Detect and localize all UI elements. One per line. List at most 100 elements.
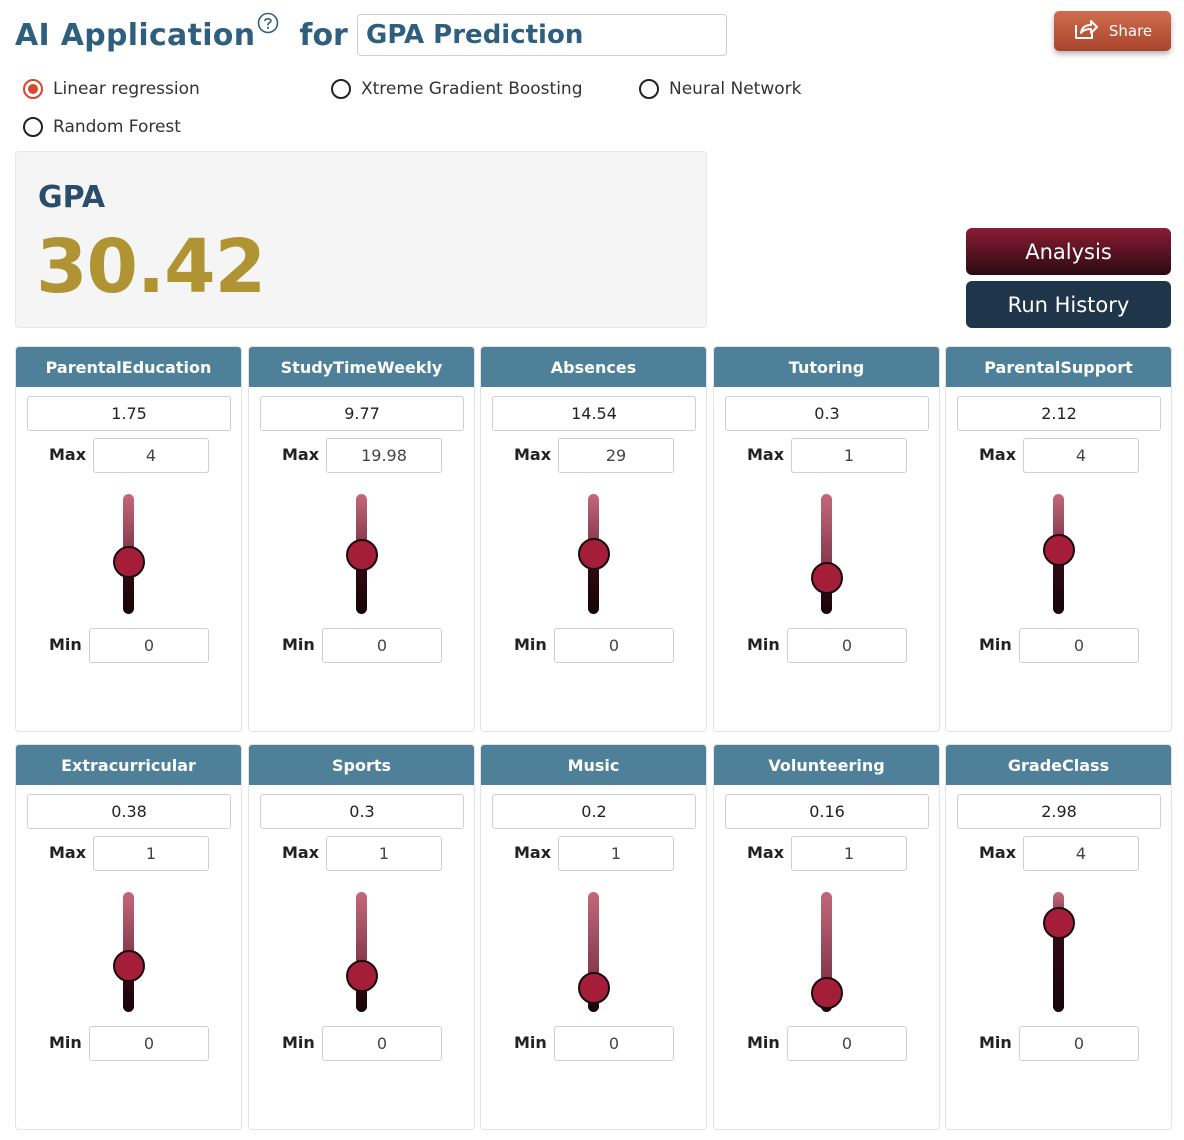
max-label: Max	[49, 843, 87, 862]
feature-slider-thumb[interactable]	[346, 539, 378, 572]
feature-name: GradeClass	[946, 745, 1171, 785]
feature-card: Tutoring 0.3 Max 1 Min 0	[713, 346, 940, 732]
feature-card: Absences 14.54 Max 29 Min 0	[480, 346, 707, 732]
min-input[interactable]: 0	[1019, 1026, 1139, 1061]
feature-slider-thumb[interactable]	[113, 950, 145, 983]
feature-value-input[interactable]: 9.77	[260, 396, 464, 431]
result-label: GPA	[38, 180, 106, 215]
feature-name: Tutoring	[714, 347, 939, 387]
max-input[interactable]: 4	[1023, 836, 1139, 871]
feature-name: Sports	[249, 745, 474, 785]
run-history-button[interactable]: Run History	[966, 281, 1171, 328]
for-label: for	[299, 17, 348, 53]
radio-label: Xtreme Gradient Boosting	[361, 79, 583, 99]
feature-card: Music 0.2 Max 1 Min 0	[480, 744, 707, 1130]
feature-card: ParentalSupport 2.12 Max 4 Min 0	[945, 346, 1172, 732]
min-label: Min	[979, 635, 1012, 654]
share-button[interactable]: Share	[1054, 11, 1171, 51]
max-label: Max	[979, 843, 1017, 862]
min-input[interactable]: 0	[787, 628, 907, 663]
max-label: Max	[514, 445, 552, 464]
app-header: AI Application for	[15, 10, 348, 60]
share-label: Share	[1108, 22, 1153, 40]
min-label: Min	[979, 1033, 1012, 1052]
app-title: AI Application	[15, 17, 256, 53]
feature-slider-thumb[interactable]	[811, 976, 843, 1009]
max-input[interactable]: 1	[791, 438, 907, 473]
feature-card: GradeClass 2.98 Max 4 Min 0	[945, 744, 1172, 1130]
help-icon[interactable]	[257, 12, 279, 34]
feature-slider-thumb[interactable]	[346, 960, 378, 992]
max-input[interactable]: 4	[1023, 438, 1139, 473]
feature-slider-track[interactable]	[1053, 892, 1064, 1012]
min-label: Min	[514, 1033, 547, 1052]
max-input[interactable]: 1	[558, 836, 674, 871]
min-label: Min	[49, 635, 82, 654]
radio-label: Linear regression	[53, 79, 200, 99]
max-label: Max	[282, 445, 320, 464]
prediction-target-field[interactable]: GPA Prediction	[357, 14, 727, 56]
min-input[interactable]: 0	[1019, 628, 1139, 663]
max-label: Max	[514, 843, 552, 862]
feature-name: StudyTimeWeekly	[249, 347, 474, 387]
radio-unselected-icon	[639, 79, 659, 99]
feature-card: ParentalEducation 1.75 Max 4 Min 0	[15, 346, 242, 732]
max-input[interactable]: 19.98	[326, 438, 442, 473]
radio-selected-icon	[23, 79, 43, 99]
max-input[interactable]: 4	[93, 438, 209, 473]
feature-value-input[interactable]: 0.16	[725, 794, 929, 829]
feature-value-input[interactable]: 2.98	[957, 794, 1161, 829]
max-label: Max	[282, 843, 320, 862]
min-input[interactable]: 0	[554, 1026, 674, 1061]
feature-value-input[interactable]: 2.12	[957, 396, 1161, 431]
feature-value-input[interactable]: 14.54	[492, 396, 696, 431]
feature-value-input[interactable]: 0.3	[725, 396, 929, 431]
feature-name: Absences	[481, 347, 706, 387]
feature-slider-track[interactable]	[356, 892, 367, 1012]
max-input[interactable]: 1	[791, 836, 907, 871]
feature-slider-thumb[interactable]	[1043, 534, 1075, 567]
feature-value-input[interactable]: 0.3	[260, 794, 464, 829]
feature-value-input[interactable]: 0.2	[492, 794, 696, 829]
feature-slider-thumb[interactable]	[811, 562, 843, 594]
min-input[interactable]: 0	[554, 628, 674, 663]
feature-slider-thumb[interactable]	[578, 537, 610, 570]
analysis-button[interactable]: Analysis	[966, 228, 1171, 275]
radio-unselected-icon	[331, 79, 351, 99]
min-input[interactable]: 0	[89, 628, 209, 663]
feature-name: Music	[481, 745, 706, 785]
min-input[interactable]: 0	[322, 628, 442, 663]
max-input[interactable]: 29	[558, 438, 674, 473]
max-label: Max	[747, 843, 785, 862]
radio-unselected-icon	[23, 117, 43, 137]
min-input[interactable]: 0	[787, 1026, 907, 1061]
min-label: Min	[282, 635, 315, 654]
min-input[interactable]: 0	[322, 1026, 442, 1061]
feature-slider-track[interactable]	[821, 892, 832, 1012]
min-label: Min	[747, 1033, 780, 1052]
min-input[interactable]: 0	[89, 1026, 209, 1061]
result-panel: GPA 30.42	[15, 151, 707, 328]
radio-neural-network[interactable]: Neural Network	[639, 79, 801, 99]
feature-value-input[interactable]: 1.75	[27, 396, 231, 431]
radio-linear-regression[interactable]: Linear regression	[23, 79, 200, 99]
feature-slider-thumb[interactable]	[113, 545, 145, 578]
feature-value-input[interactable]: 0.38	[27, 794, 231, 829]
max-input[interactable]: 1	[93, 836, 209, 871]
radio-random-forest[interactable]: Random Forest	[23, 117, 181, 137]
feature-name: Extracurricular	[16, 745, 241, 785]
result-value: 30.42	[36, 224, 266, 310]
feature-name: ParentalEducation	[16, 347, 241, 387]
max-label: Max	[49, 445, 87, 464]
min-label: Min	[514, 635, 547, 654]
min-label: Min	[747, 635, 780, 654]
feature-slider-thumb[interactable]	[578, 972, 610, 1004]
feature-slider-thumb[interactable]	[1043, 906, 1075, 939]
feature-slider-track[interactable]	[588, 892, 599, 1012]
max-input[interactable]: 1	[326, 836, 442, 871]
feature-card: Volunteering 0.16 Max 1 Min 0	[713, 744, 940, 1130]
feature-slider-track[interactable]	[821, 494, 832, 614]
min-label: Min	[282, 1033, 315, 1052]
feature-name: Volunteering	[714, 745, 939, 785]
radio-xtreme-gradient-boosting[interactable]: Xtreme Gradient Boosting	[331, 79, 582, 99]
